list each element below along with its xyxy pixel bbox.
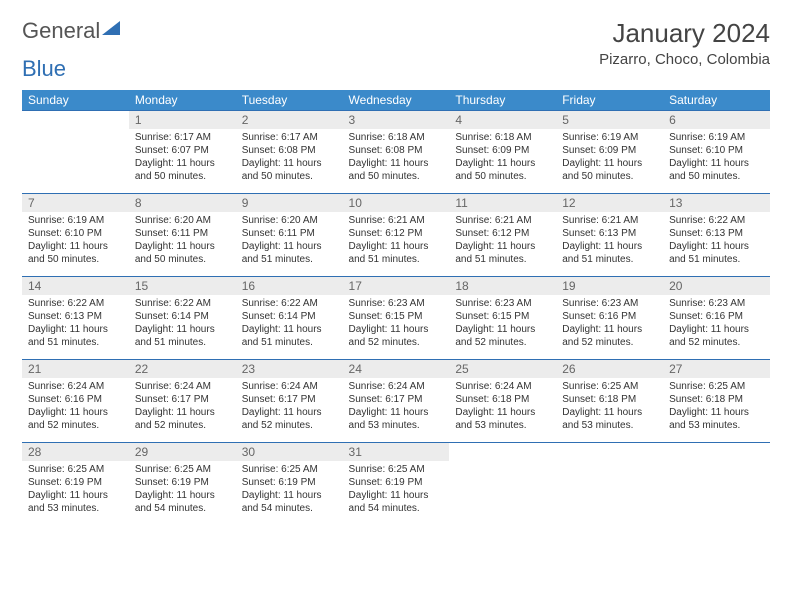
day-detail-cell: Sunrise: 6:22 AMSunset: 6:13 PMDaylight:… xyxy=(22,295,129,360)
day-detail-cell: Sunrise: 6:25 AMSunset: 6:19 PMDaylight:… xyxy=(22,461,129,525)
day-detail-cell xyxy=(663,461,770,525)
day-number-cell: 9 xyxy=(236,194,343,212)
day-detail-row: Sunrise: 6:25 AMSunset: 6:19 PMDaylight:… xyxy=(22,461,770,525)
day-number-row: 28293031 xyxy=(22,443,770,461)
day-number-cell: 18 xyxy=(449,277,556,295)
day-number-cell: 20 xyxy=(663,277,770,295)
day-number-cell: 24 xyxy=(343,360,450,378)
day-detail-cell: Sunrise: 6:21 AMSunset: 6:13 PMDaylight:… xyxy=(556,212,663,277)
day-detail-cell: Sunrise: 6:19 AMSunset: 6:10 PMDaylight:… xyxy=(22,212,129,277)
day-detail-cell: Sunrise: 6:24 AMSunset: 6:16 PMDaylight:… xyxy=(22,378,129,443)
day-number-cell xyxy=(22,111,129,129)
day-number-cell: 29 xyxy=(129,443,236,461)
day-detail-cell: Sunrise: 6:23 AMSunset: 6:16 PMDaylight:… xyxy=(663,295,770,360)
day-detail-cell: Sunrise: 6:25 AMSunset: 6:19 PMDaylight:… xyxy=(343,461,450,525)
day-number-cell: 1 xyxy=(129,111,236,129)
day-detail-cell: Sunrise: 6:19 AMSunset: 6:10 PMDaylight:… xyxy=(663,129,770,194)
day-detail-cell: Sunrise: 6:24 AMSunset: 6:18 PMDaylight:… xyxy=(449,378,556,443)
day-number-row: 14151617181920 xyxy=(22,277,770,295)
day-detail-row: Sunrise: 6:17 AMSunset: 6:07 PMDaylight:… xyxy=(22,129,770,194)
day-number-cell xyxy=(556,443,663,461)
day-number-cell: 3 xyxy=(343,111,450,129)
calendar-table: SundayMondayTuesdayWednesdayThursdayFrid… xyxy=(22,90,770,525)
day-number-cell: 10 xyxy=(343,194,450,212)
day-number-cell xyxy=(449,443,556,461)
day-detail-cell: Sunrise: 6:24 AMSunset: 6:17 PMDaylight:… xyxy=(129,378,236,443)
day-number-cell: 13 xyxy=(663,194,770,212)
day-detail-cell: Sunrise: 6:20 AMSunset: 6:11 PMDaylight:… xyxy=(236,212,343,277)
day-number-cell: 8 xyxy=(129,194,236,212)
day-number-row: 21222324252627 xyxy=(22,360,770,378)
day-number-row: 78910111213 xyxy=(22,194,770,212)
day-detail-cell xyxy=(449,461,556,525)
day-number-cell: 2 xyxy=(236,111,343,129)
dow-header: Tuesday xyxy=(236,90,343,111)
day-number-cell: 4 xyxy=(449,111,556,129)
day-detail-cell: Sunrise: 6:18 AMSunset: 6:08 PMDaylight:… xyxy=(343,129,450,194)
day-number-cell: 12 xyxy=(556,194,663,212)
day-number-row: 123456 xyxy=(22,111,770,129)
day-detail-cell: Sunrise: 6:24 AMSunset: 6:17 PMDaylight:… xyxy=(343,378,450,443)
day-number-cell: 7 xyxy=(22,194,129,212)
day-detail-cell: Sunrise: 6:24 AMSunset: 6:17 PMDaylight:… xyxy=(236,378,343,443)
day-number-cell: 17 xyxy=(343,277,450,295)
logo: General xyxy=(22,18,120,44)
day-number-cell: 19 xyxy=(556,277,663,295)
dow-header: Wednesday xyxy=(343,90,450,111)
day-detail-cell: Sunrise: 6:23 AMSunset: 6:16 PMDaylight:… xyxy=(556,295,663,360)
day-detail-cell xyxy=(556,461,663,525)
location: Pizarro, Choco, Colombia xyxy=(599,51,770,68)
day-detail-cell: Sunrise: 6:25 AMSunset: 6:19 PMDaylight:… xyxy=(236,461,343,525)
logo-text-1: General xyxy=(22,18,100,44)
day-detail-cell: Sunrise: 6:21 AMSunset: 6:12 PMDaylight:… xyxy=(449,212,556,277)
day-detail-cell: Sunrise: 6:20 AMSunset: 6:11 PMDaylight:… xyxy=(129,212,236,277)
day-number-cell: 25 xyxy=(449,360,556,378)
day-number-cell: 15 xyxy=(129,277,236,295)
dow-header: Sunday xyxy=(22,90,129,111)
day-detail-cell: Sunrise: 6:23 AMSunset: 6:15 PMDaylight:… xyxy=(449,295,556,360)
day-number-cell: 28 xyxy=(22,443,129,461)
day-detail-row: Sunrise: 6:24 AMSunset: 6:16 PMDaylight:… xyxy=(22,378,770,443)
day-number-cell: 22 xyxy=(129,360,236,378)
day-number-cell: 6 xyxy=(663,111,770,129)
day-detail-cell: Sunrise: 6:23 AMSunset: 6:15 PMDaylight:… xyxy=(343,295,450,360)
day-detail-cell: Sunrise: 6:22 AMSunset: 6:14 PMDaylight:… xyxy=(129,295,236,360)
dow-header: Saturday xyxy=(663,90,770,111)
day-number-cell: 30 xyxy=(236,443,343,461)
day-detail-cell: Sunrise: 6:22 AMSunset: 6:13 PMDaylight:… xyxy=(663,212,770,277)
day-number-cell xyxy=(663,443,770,461)
day-detail-cell: Sunrise: 6:17 AMSunset: 6:07 PMDaylight:… xyxy=(129,129,236,194)
day-detail-cell: Sunrise: 6:17 AMSunset: 6:08 PMDaylight:… xyxy=(236,129,343,194)
day-detail-cell: Sunrise: 6:21 AMSunset: 6:12 PMDaylight:… xyxy=(343,212,450,277)
day-detail-cell: Sunrise: 6:19 AMSunset: 6:09 PMDaylight:… xyxy=(556,129,663,194)
day-detail-cell: Sunrise: 6:18 AMSunset: 6:09 PMDaylight:… xyxy=(449,129,556,194)
day-detail-row: Sunrise: 6:19 AMSunset: 6:10 PMDaylight:… xyxy=(22,212,770,277)
day-number-cell: 26 xyxy=(556,360,663,378)
day-detail-cell xyxy=(22,129,129,194)
logo-triangle-icon xyxy=(102,21,120,35)
day-detail-cell: Sunrise: 6:22 AMSunset: 6:14 PMDaylight:… xyxy=(236,295,343,360)
day-number-cell: 21 xyxy=(22,360,129,378)
title-block: January 2024 Pizarro, Choco, Colombia xyxy=(599,18,770,68)
day-number-cell: 5 xyxy=(556,111,663,129)
dow-header: Friday xyxy=(556,90,663,111)
dow-header: Thursday xyxy=(449,90,556,111)
day-number-cell: 14 xyxy=(22,277,129,295)
day-detail-cell: Sunrise: 6:25 AMSunset: 6:19 PMDaylight:… xyxy=(129,461,236,525)
month-title: January 2024 xyxy=(599,18,770,49)
dow-header: Monday xyxy=(129,90,236,111)
day-detail-row: Sunrise: 6:22 AMSunset: 6:13 PMDaylight:… xyxy=(22,295,770,360)
day-detail-cell: Sunrise: 6:25 AMSunset: 6:18 PMDaylight:… xyxy=(556,378,663,443)
day-number-cell: 31 xyxy=(343,443,450,461)
day-number-cell: 16 xyxy=(236,277,343,295)
day-number-cell: 27 xyxy=(663,360,770,378)
day-number-cell: 23 xyxy=(236,360,343,378)
day-of-week-row: SundayMondayTuesdayWednesdayThursdayFrid… xyxy=(22,90,770,111)
day-detail-cell: Sunrise: 6:25 AMSunset: 6:18 PMDaylight:… xyxy=(663,378,770,443)
day-number-cell: 11 xyxy=(449,194,556,212)
